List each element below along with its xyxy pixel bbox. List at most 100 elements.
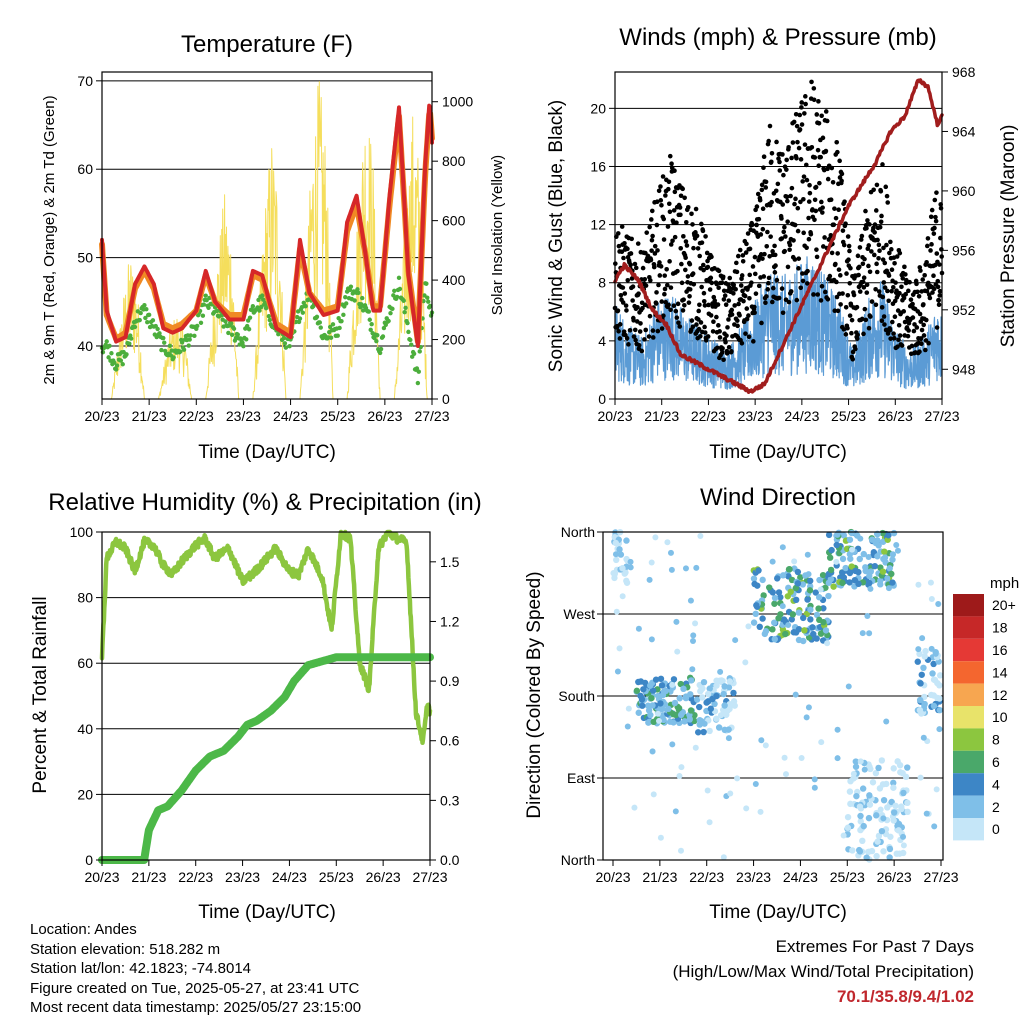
direction-point [726, 700, 733, 708]
direction-point [928, 645, 935, 652]
dewpoint-point [381, 325, 387, 331]
gust-point [683, 239, 689, 244]
dewpoint-point [171, 355, 176, 360]
direction-point [715, 724, 723, 731]
gust-point [885, 288, 890, 294]
gust-point [651, 264, 657, 270]
dewpoint-point [178, 349, 183, 354]
gust-point [694, 233, 700, 239]
direction-point [753, 602, 760, 609]
gust-point [672, 168, 677, 174]
gust-point [621, 329, 627, 334]
gust-point [799, 122, 805, 127]
direction-point [617, 551, 625, 558]
gust-point [871, 187, 876, 193]
direction-point [775, 615, 782, 622]
gust-point [795, 139, 800, 145]
gust-point [921, 333, 927, 338]
gust-point [652, 243, 658, 249]
gust-point [789, 185, 795, 191]
gust-point [874, 182, 880, 188]
direction-point [902, 773, 910, 781]
gust-point [626, 342, 631, 347]
direction-point [891, 809, 898, 816]
direction-point [930, 702, 938, 710]
direction-ylabel: Direction (Colored By Speed) [524, 571, 545, 818]
gust-point [756, 283, 762, 289]
temperature-series [99, 81, 435, 400]
gust-point [618, 292, 624, 298]
gust-point [740, 288, 745, 294]
dewpoint-point [188, 333, 193, 338]
gust-point [857, 289, 863, 294]
gust-point [682, 302, 687, 308]
dewpoint-point [377, 350, 383, 356]
dewpoint-point [297, 316, 303, 321]
gust-point [773, 188, 779, 194]
gust-point [889, 247, 894, 252]
direction-point [839, 555, 847, 563]
y-tick-label: 100 [70, 524, 94, 540]
gust-point [746, 313, 751, 318]
dewpoint-point [157, 331, 162, 336]
gust-point [653, 301, 659, 306]
direction-point [889, 556, 896, 563]
gust-point [707, 287, 713, 292]
dewpoint-point [403, 305, 408, 311]
wind-pressure-panel: Winds (mph) & Pressure (mb) Time (Day/UT… [546, 24, 1019, 463]
y2-tick-label: 0 [442, 391, 450, 407]
gust-point [824, 118, 830, 124]
gust-point [631, 318, 636, 323]
direction-point [690, 632, 697, 639]
gust-point [629, 236, 634, 242]
direction-point [704, 787, 711, 794]
gust-point [795, 205, 801, 211]
gust-point [924, 259, 929, 265]
gust-point [763, 300, 768, 306]
colorbar-swatch [953, 773, 984, 796]
gust-point [666, 179, 672, 185]
dewpoint-point [409, 342, 414, 347]
gust-point [695, 246, 701, 251]
direction-point [921, 653, 928, 660]
dewpoint-point [192, 333, 197, 339]
gust-point [849, 317, 855, 323]
gust-point [901, 295, 907, 301]
gust-point [663, 299, 668, 305]
direction-point [687, 691, 694, 698]
gust-point [937, 293, 943, 298]
gust-point [643, 283, 649, 288]
gust-point [669, 161, 674, 167]
direction-point [896, 762, 904, 769]
gust-point [777, 159, 782, 165]
x-tick-label: 26/23 [878, 408, 913, 424]
gust-point [906, 288, 911, 294]
gust-point [931, 273, 936, 279]
gust-point [924, 288, 930, 294]
gust-point [701, 267, 706, 273]
dewpoint-point [408, 337, 413, 343]
gust-point [862, 306, 868, 312]
direction-point [652, 534, 659, 541]
gust-point [936, 297, 942, 303]
gust-point [741, 298, 746, 304]
direction-point [820, 619, 827, 626]
direction-point [717, 712, 724, 719]
x-tick-label: 20/23 [597, 408, 632, 424]
direction-point [759, 576, 766, 584]
gust-point [798, 199, 803, 205]
direction-point [857, 818, 864, 825]
dewpoint-point [392, 288, 397, 293]
gust-point [649, 248, 654, 253]
dewpoint-point [200, 313, 206, 318]
gust-point [671, 303, 677, 309]
direction-point [860, 822, 867, 830]
gust-point [834, 279, 839, 285]
direction-point [645, 707, 653, 714]
direction-point [713, 715, 720, 722]
direction-point [844, 824, 852, 831]
y2-tick-label: 0.6 [440, 733, 460, 749]
gust-point [895, 344, 900, 349]
direction-point [781, 754, 788, 761]
gust-point [866, 243, 872, 248]
